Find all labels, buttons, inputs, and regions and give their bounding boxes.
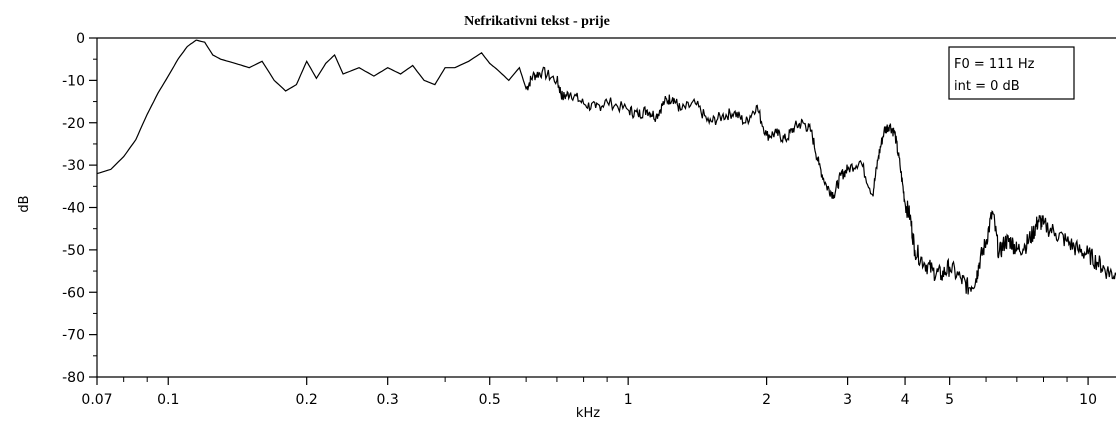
x-tick-label: 2 [762,392,771,408]
y-tick-label: -20 [62,116,85,132]
legend-box [948,46,1075,100]
legend-entry-f0: F0 = 111 Hz [954,57,1035,72]
x-axis-label: kHz [576,406,600,421]
legend: F0 = 111 Hz int = 0 dB [948,46,1075,100]
y-tick-label: -40 [62,201,85,217]
legend-entry-int: int = 0 dB [954,79,1020,94]
y-tick-label: -50 [62,243,85,259]
x-tick-label: 0.1 [157,392,179,408]
chart-title: Nefrikativni tekst - prije [464,14,610,29]
y-axis-label: dB [17,195,32,212]
y-axis: 0 -10 -20 -30 -40 -50 -60 -70 -80 [62,31,97,386]
y-tick-label: -60 [62,285,85,301]
x-tick-label: 10 [1079,392,1097,408]
x-tick-label: 0.3 [377,392,399,408]
y-tick-label: -70 [62,328,85,344]
x-tick-label: 4 [901,392,910,408]
x-tick-label: 5 [945,392,954,408]
x-axis: 0.07 0.1 0.2 0.3 0.5 1 2 3 4 5 10 [81,377,1097,408]
x-tick-label: 1 [624,392,633,408]
y-tick-label: -80 [62,370,85,386]
series-layer [96,39,1116,295]
series-line-0 [96,39,1116,295]
x-tick-label: 0.2 [296,392,318,408]
y-tick-label: 0 [76,31,85,47]
x-tick-label: 0.5 [479,392,501,408]
x-tick-label: 0.07 [81,392,112,408]
y-tick-label: -30 [62,158,85,174]
x-tick-label: 3 [843,392,852,408]
y-tick-label: -10 [62,73,85,89]
